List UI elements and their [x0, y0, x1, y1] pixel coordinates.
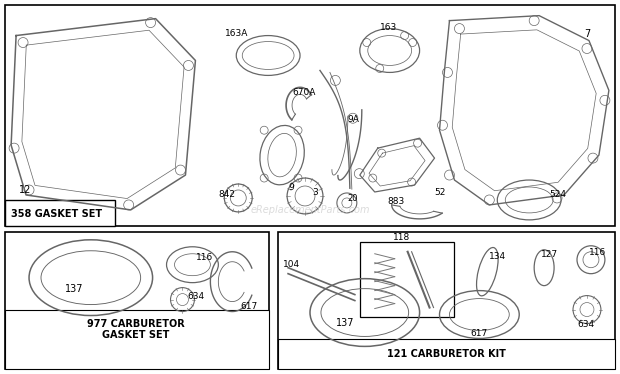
Text: eReplacementParts.com: eReplacementParts.com	[250, 205, 370, 215]
Text: 358 GASKET SET: 358 GASKET SET	[11, 209, 102, 219]
Text: 9: 9	[288, 183, 294, 192]
Text: 842: 842	[218, 190, 236, 199]
Bar	[5, 200, 115, 226]
Text: 116: 116	[197, 253, 214, 262]
Text: 617: 617	[241, 301, 257, 310]
Text: 634: 634	[577, 319, 595, 328]
Text: 137: 137	[65, 283, 84, 294]
Text: 116: 116	[589, 248, 606, 257]
Text: 7: 7	[584, 28, 590, 39]
Text: 163A: 163A	[225, 28, 249, 38]
Text: 883: 883	[388, 197, 405, 206]
Text: 524: 524	[549, 190, 566, 199]
Bar	[278, 340, 615, 369]
Text: 634: 634	[187, 292, 205, 301]
Bar	[278, 232, 615, 369]
Text: 104: 104	[283, 260, 300, 269]
Text: 977 CARBURETOR
GASKET SET: 977 CARBURETOR GASKET SET	[87, 319, 185, 340]
Bar	[5, 5, 615, 226]
Text: 20: 20	[348, 194, 358, 203]
Text: 163: 163	[379, 22, 397, 32]
Bar	[360, 242, 454, 316]
Text: 670A: 670A	[292, 88, 316, 97]
Bar	[5, 310, 269, 369]
Text: 12: 12	[19, 185, 32, 195]
Text: 121 CARBURETOR KIT: 121 CARBURETOR KIT	[387, 349, 506, 359]
Text: 9A: 9A	[348, 115, 360, 124]
Text: 127: 127	[541, 250, 558, 259]
Text: 134: 134	[489, 252, 507, 261]
Text: 137: 137	[336, 318, 355, 328]
Text: 3: 3	[312, 188, 317, 197]
Bar	[5, 232, 269, 369]
Text: 52: 52	[435, 188, 446, 197]
Text: 617: 617	[471, 329, 488, 338]
Text: 118: 118	[392, 233, 410, 242]
